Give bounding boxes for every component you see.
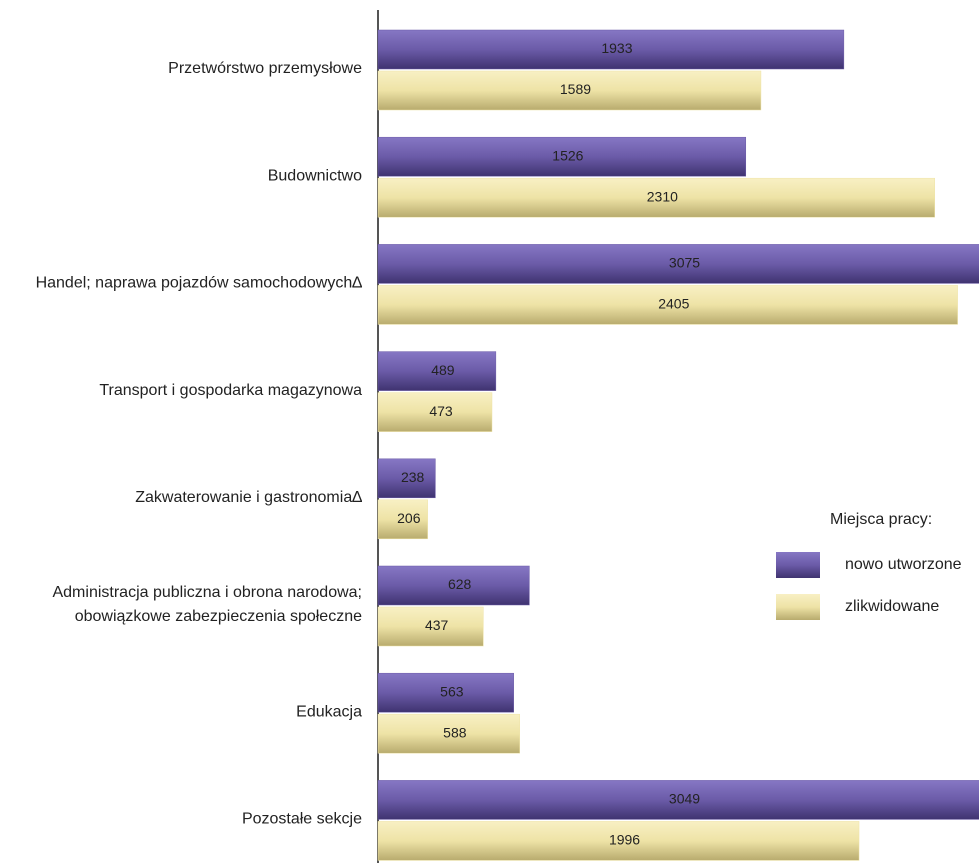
category-label: Pozostałe sekcje <box>242 811 362 828</box>
bar <box>377 672 514 713</box>
value-label: 2405 <box>658 296 689 312</box>
bar <box>377 458 436 499</box>
legend-title: Miejsca pracy: <box>830 511 932 528</box>
bar <box>377 606 484 647</box>
bar <box>377 70 762 111</box>
legend-swatch <box>776 594 820 620</box>
value-label: 489 <box>431 362 455 378</box>
category-label: Administracja publiczna i obrona narodow… <box>52 584 362 625</box>
category-label: Przetwórstwo przemysłowe <box>168 60 362 77</box>
bar <box>377 565 530 606</box>
bar <box>377 285 958 325</box>
bar <box>377 351 497 391</box>
value-label: 473 <box>429 403 453 419</box>
bar <box>377 244 979 284</box>
bar <box>377 392 493 432</box>
value-label: 628 <box>448 576 472 592</box>
legend-label: zlikwidowane <box>845 598 939 615</box>
category-label: Handel; naprawa pojazdów samochodowych∆ <box>36 275 363 292</box>
bar <box>377 29 845 70</box>
category-label: Edukacja <box>296 703 362 720</box>
value-label: 437 <box>425 617 449 633</box>
bar <box>377 499 428 540</box>
value-label: 563 <box>440 683 464 699</box>
value-label: 3049 <box>669 791 700 807</box>
value-label: 588 <box>443 724 467 740</box>
value-label: 1996 <box>609 832 640 848</box>
legend-swatch <box>776 552 820 578</box>
value-label: 2310 <box>647 188 678 204</box>
category-label: Transport i gospodarka magazynowa <box>99 382 362 399</box>
legend-label: nowo utworzone <box>845 556 962 573</box>
bar <box>377 177 935 218</box>
bar <box>377 136 747 177</box>
bar <box>377 780 979 820</box>
value-label: 206 <box>397 510 421 526</box>
value-label: 1526 <box>552 147 583 163</box>
value-label: 238 <box>401 469 425 485</box>
category-label: Zakwaterowanie i gastronomia∆ <box>135 489 362 506</box>
value-label: 1933 <box>601 40 632 56</box>
bar <box>377 821 860 861</box>
bar <box>377 713 520 754</box>
category-label: Budownictwo <box>268 167 362 184</box>
value-label: 1589 <box>560 81 591 97</box>
value-label: 3075 <box>669 255 700 271</box>
